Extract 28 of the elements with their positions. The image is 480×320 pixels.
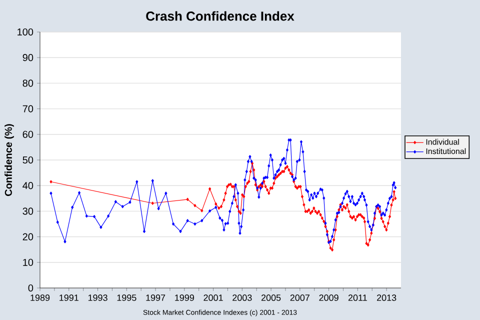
y-tick-label: 80 <box>22 80 34 87</box>
x-tick-label: 1995 <box>117 294 136 301</box>
y-axis-title: Confidence (%) <box>4 124 14 196</box>
x-tick-label: 2011 <box>348 294 367 301</box>
legend-label: Individual <box>426 138 459 145</box>
x-tick-label: 2009 <box>319 294 338 301</box>
y-tick-label: 20 <box>22 233 34 240</box>
y-tick-label: 30 <box>22 208 34 215</box>
x-tick-label: 1993 <box>88 294 108 301</box>
x-tick-label: 2001 <box>204 294 223 301</box>
x-tick-label: 1999 <box>175 294 194 301</box>
x-tick-label: 2007 <box>290 294 310 301</box>
y-tick-label: 10 <box>23 258 34 266</box>
x-tick-label: 1991 <box>60 294 78 301</box>
legend-label: Institutional <box>426 148 466 154</box>
y-tick-label: 40 <box>22 182 34 190</box>
x-tick-label: 1997 <box>146 294 166 301</box>
y-tick-label: 90 <box>22 54 34 62</box>
y-tick-label: 70 <box>22 105 34 112</box>
x-tick-label: 2003 <box>232 294 252 301</box>
x-tick-label: 2013 <box>377 294 396 301</box>
y-tick-label: 50 <box>22 156 34 164</box>
x-tick-label: 2005 <box>261 294 281 301</box>
y-tick-label: 0 <box>28 284 34 292</box>
y-tick-label: 60 <box>22 130 34 138</box>
y-tick-label: 100 <box>18 28 34 36</box>
x-tick-label: 1989 <box>30 294 50 301</box>
chart-title: Crash Confidence Index <box>146 11 294 21</box>
